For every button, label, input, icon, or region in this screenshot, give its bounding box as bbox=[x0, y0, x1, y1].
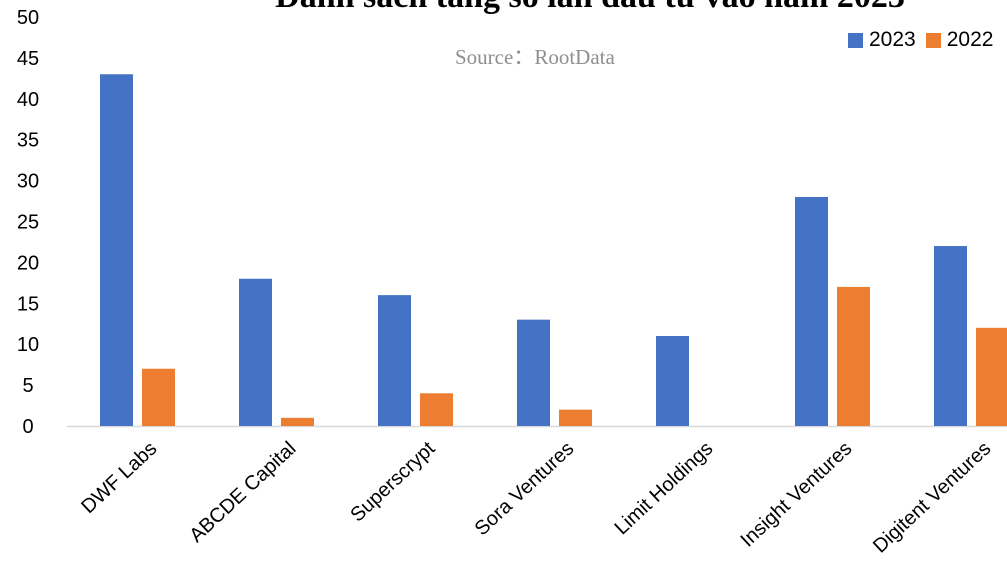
bar-2023 bbox=[378, 295, 411, 426]
bar-2023 bbox=[656, 336, 689, 426]
bar-2022 bbox=[142, 368, 175, 426]
chart-subtitle: Source：RootData bbox=[455, 45, 615, 69]
y-tick-label: 10 bbox=[17, 334, 39, 356]
y-tick-label: 40 bbox=[17, 89, 39, 111]
x-tick-label: Sora Ventures bbox=[471, 438, 579, 541]
bar-2022 bbox=[976, 327, 1007, 426]
bar-2022 bbox=[420, 393, 453, 426]
bar-2022 bbox=[559, 409, 592, 426]
x-tick-label: Digitent Ventures bbox=[869, 438, 995, 558]
y-tick-label: 45 bbox=[17, 48, 39, 70]
x-tick-label: Insight Ventures bbox=[737, 438, 857, 552]
y-tick-label: 20 bbox=[17, 252, 39, 274]
legend-swatch-2023 bbox=[848, 32, 863, 48]
bar-2022 bbox=[837, 286, 870, 426]
y-tick-label: 15 bbox=[17, 293, 39, 315]
y-tick-label: 30 bbox=[17, 171, 39, 193]
bar-2023 bbox=[100, 74, 133, 426]
legend-item-2022: 2022 bbox=[925, 28, 994, 52]
bar-2023 bbox=[795, 196, 828, 426]
chart-legend: 2023 2022 bbox=[848, 28, 1003, 52]
bar-2023 bbox=[239, 278, 272, 426]
legend-label-2023: 2023 bbox=[869, 28, 916, 51]
y-tick-label: 5 bbox=[22, 375, 33, 397]
legend-swatch-2022 bbox=[925, 32, 941, 48]
bar-2022 bbox=[281, 417, 314, 426]
x-tick-label: ABCDE Capital bbox=[185, 438, 300, 547]
y-tick-label: 0 bbox=[22, 416, 33, 438]
x-tick-label: Limit Holdings bbox=[611, 438, 718, 540]
y-tick-label: 35 bbox=[17, 130, 39, 152]
x-tick-label: DWF Labs bbox=[77, 438, 161, 519]
bar-2023 bbox=[517, 319, 550, 426]
y-tick-label: 25 bbox=[17, 212, 39, 234]
bar-2023 bbox=[934, 246, 967, 426]
chart-title: Danh sách tăng số lần đầu tư vào năm 202… bbox=[160, 0, 1007, 16]
y-tick-label: 50 bbox=[17, 7, 39, 29]
legend-label-2022: 2022 bbox=[946, 28, 994, 51]
legend-item-2023: 2023 bbox=[848, 28, 916, 52]
x-tick-label: Superscrypt bbox=[346, 437, 439, 526]
